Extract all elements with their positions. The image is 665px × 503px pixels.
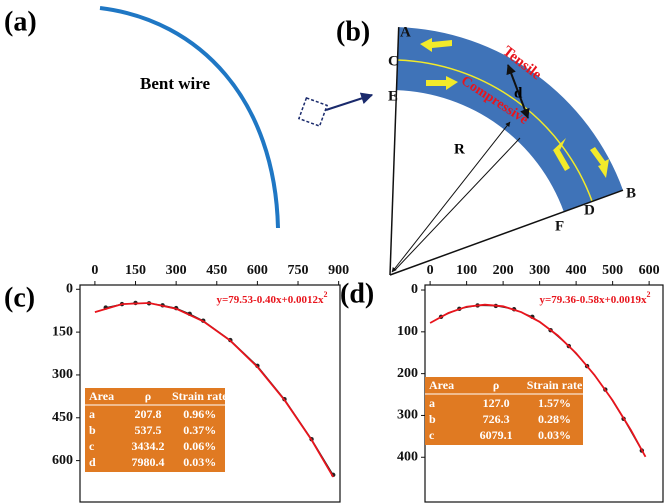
fit-equation: y=79.53-0.40x+0.0012x2 <box>217 290 328 306</box>
table-cell: a <box>429 396 435 410</box>
point-label: E <box>388 88 398 104</box>
radius-label: R <box>454 141 465 157</box>
x-tick-label: 0 <box>91 263 98 278</box>
table-header: ρ <box>145 389 151 403</box>
equation-power: 2 <box>323 290 327 299</box>
wire <box>99 6 280 229</box>
y-tick-label: 100 <box>397 324 418 339</box>
y-tick-label: 150 <box>52 324 73 339</box>
table-header: Strain rate <box>527 378 583 392</box>
table-cell: 7980.4 <box>132 455 165 469</box>
thickness-arrow <box>506 64 530 119</box>
series-line <box>429 303 647 458</box>
table-cell: 0.37% <box>183 423 216 437</box>
table-cell: 127.0 <box>483 396 510 410</box>
point-label: D <box>584 202 595 218</box>
x-tick-label: 0 <box>427 263 434 278</box>
table-header: Area <box>89 389 114 403</box>
table-header: Strain rate <box>172 389 228 403</box>
x-tick-label: 300 <box>529 263 550 278</box>
table-cell: d <box>89 455 96 469</box>
zoom-box <box>297 96 329 128</box>
table-cell: a <box>89 407 95 421</box>
wire-label: Bent wire <box>140 74 210 93</box>
table-cell: 207.8 <box>135 407 162 421</box>
table-cell: 6079.1 <box>480 428 513 442</box>
y-tick-label: 600 <box>52 453 73 468</box>
x-tick-label: 450 <box>206 263 227 278</box>
table-header: Area <box>429 378 454 392</box>
table-cell: c <box>89 439 95 453</box>
x-tick-label: 750 <box>288 263 309 278</box>
equation-text: y=79.36-0.58x+0.0019x <box>540 294 647 306</box>
y-tick-label: 450 <box>52 410 73 425</box>
plot-frame <box>79 284 341 503</box>
table-cell: 0.03% <box>183 455 216 469</box>
panel-label: (c) <box>4 282 35 313</box>
y-tick-label: 0 <box>411 282 418 297</box>
point-label: C <box>388 53 399 69</box>
y-tick-label: 200 <box>397 366 418 381</box>
table-cell: 0.03% <box>538 428 571 442</box>
table-bg <box>425 377 583 445</box>
point-label: A <box>400 24 411 40</box>
radius-line <box>394 137 521 271</box>
table-cell: b <box>89 423 96 437</box>
x-tick-label: 900 <box>328 263 349 278</box>
x-tick-label: 500 <box>602 263 623 278</box>
table-cell: 0.28% <box>538 412 571 426</box>
fit-equation: y=79.36-0.58x+0.0019x2 <box>540 290 651 306</box>
table-header: ρ <box>493 378 499 392</box>
point-label: F <box>555 218 564 234</box>
x-tick-label: 150 <box>125 263 146 278</box>
thickness-label: d <box>514 85 523 101</box>
y-tick-label: 400 <box>397 449 418 464</box>
panel-label: (d) <box>340 278 374 309</box>
table-cell: b <box>429 412 436 426</box>
table-cell: 3434.2 <box>132 439 165 453</box>
y-tick-label: 0 <box>66 282 73 297</box>
x-tick-label: 600 <box>639 263 660 278</box>
x-tick-label: 600 <box>247 263 268 278</box>
table-cell: 1.57% <box>538 396 571 410</box>
table-bg <box>85 388 225 472</box>
x-tick-label: 300 <box>166 263 187 278</box>
x-tick-label: 200 <box>493 263 514 278</box>
radius-arrow <box>391 121 511 273</box>
table-cell: c <box>429 428 435 442</box>
point-label: B <box>626 185 636 201</box>
panel-label: (b) <box>336 16 370 47</box>
flow-arrows <box>420 38 609 178</box>
x-tick-label: 400 <box>566 263 587 278</box>
equation-text: y=79.53-0.40x+0.0012x <box>217 294 324 306</box>
table-cell: 537.5 <box>135 423 162 437</box>
zoom-arrow <box>325 92 374 111</box>
equation-power: 2 <box>646 290 650 299</box>
panel-label: (a) <box>4 6 37 37</box>
table-cell: 0.06% <box>183 439 216 453</box>
x-tick-label: 100 <box>456 263 477 278</box>
table-cell: 0.96% <box>183 407 216 421</box>
table-cell: 726.3 <box>483 412 510 426</box>
y-tick-label: 300 <box>397 408 418 423</box>
series-line <box>94 302 334 478</box>
y-tick-label: 300 <box>52 367 73 382</box>
